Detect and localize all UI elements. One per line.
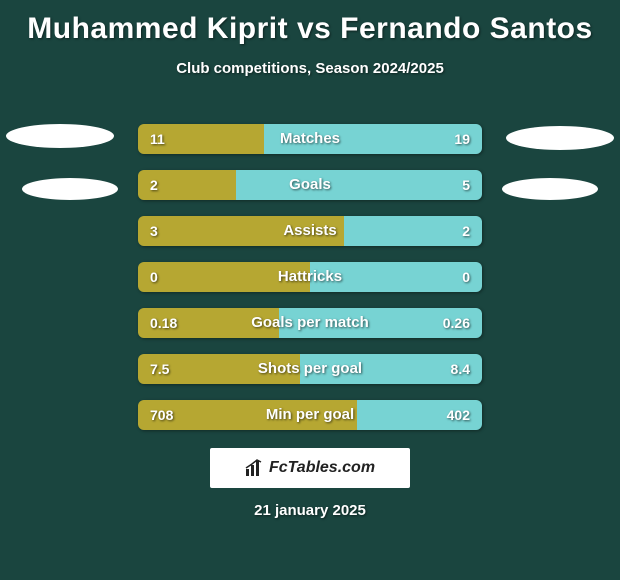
player-right-ellipse-bottom — [502, 178, 598, 200]
stat-row: 7.58.4Shots per goal — [138, 354, 482, 384]
stat-label: Goals per match — [138, 308, 482, 338]
page-subtitle: Club competitions, Season 2024/2025 — [0, 60, 620, 77]
comparison-bars: 1119Matches 25Goals 32Assists 00Hattricks 0.… — [138, 124, 482, 446]
stat-row: 25Goals — [138, 170, 482, 200]
stat-label: Matches — [138, 124, 482, 154]
stat-label: Shots per goal — [138, 354, 482, 384]
chart-icon — [245, 459, 263, 477]
player-left-ellipse-bottom — [22, 178, 118, 200]
logo-text: FcTables.com — [269, 459, 375, 477]
player-left-ellipse-top — [6, 124, 114, 148]
stat-row: 708402Min per goal — [138, 400, 482, 430]
stat-row: 0.180.26Goals per match — [138, 308, 482, 338]
date-label: 21 january 2025 — [0, 502, 620, 519]
page-title: Muhammed Kiprit vs Fernando Santos — [0, 0, 620, 46]
stat-row: 00Hattricks — [138, 262, 482, 292]
stat-row: 32Assists — [138, 216, 482, 246]
stat-label: Hattricks — [138, 262, 482, 292]
stat-label: Assists — [138, 216, 482, 246]
stat-label: Min per goal — [138, 400, 482, 430]
stat-row: 1119Matches — [138, 124, 482, 154]
stat-label: Goals — [138, 170, 482, 200]
player-right-ellipse-top — [506, 126, 614, 150]
logo-box: FcTables.com — [210, 448, 410, 488]
